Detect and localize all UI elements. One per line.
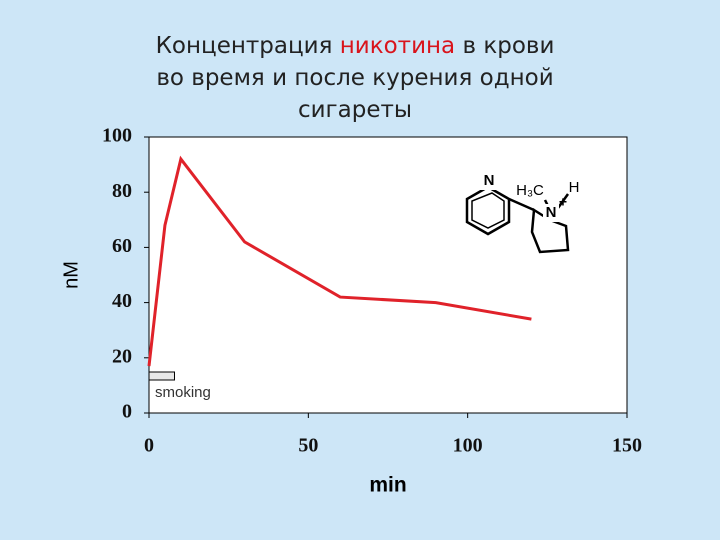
y-tick-label: 20	[112, 345, 132, 367]
x-tick-label: 100	[453, 435, 483, 457]
annotation-label: smoking	[155, 384, 211, 401]
label-bg	[480, 172, 498, 190]
label-bg	[543, 204, 559, 222]
atom-label: N	[484, 172, 495, 189]
atom-label: H	[569, 179, 580, 196]
title-part: в крови	[462, 33, 555, 59]
x-tick-label: 150	[612, 435, 642, 457]
x-tick-label: 50	[298, 435, 318, 457]
bond	[508, 197, 535, 212]
y-tick-label: 40	[112, 290, 132, 312]
x-tick-label: 0	[144, 435, 154, 457]
atom-label: N	[546, 204, 557, 221]
title-highlight: никотина	[339, 33, 456, 59]
smoking-bar	[148, 371, 175, 381]
title-part: во время и после курения одной	[156, 65, 554, 91]
x-axis-label: min	[369, 474, 406, 497]
y-tick-label: 60	[112, 235, 132, 257]
bond	[556, 193, 570, 209]
data-line	[147, 155, 532, 367]
chart-title: Концентрация никотина в крови во время и…	[110, 30, 600, 126]
title-part: Концентрация	[155, 33, 333, 59]
plot-area	[148, 136, 628, 414]
atom-label: H₃C	[516, 182, 544, 199]
title-part: сигареты	[297, 97, 413, 123]
y-tick-label: 80	[112, 180, 132, 202]
y-tick-label: 0	[122, 401, 132, 423]
y-axis-label: nM	[60, 261, 82, 289]
atom-label: +	[559, 194, 567, 210]
y-tick-label: 100	[102, 125, 132, 147]
pyridine-inner	[471, 192, 505, 229]
nicotine-structure	[465, 172, 570, 254]
